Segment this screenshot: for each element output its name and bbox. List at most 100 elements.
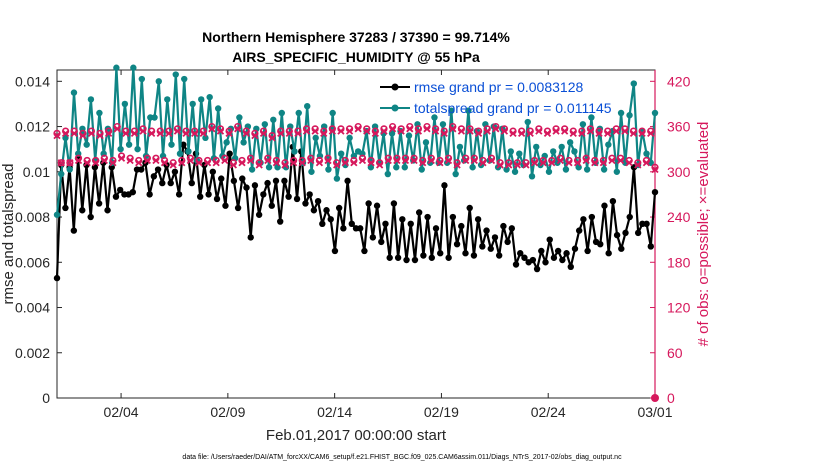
totalspread-point bbox=[130, 64, 137, 71]
obs-evaluated-point bbox=[251, 131, 259, 140]
obs-evaluated-point bbox=[307, 156, 315, 165]
obs-evaluated-point bbox=[186, 156, 195, 165]
rmse-point bbox=[466, 204, 473, 212]
obs-evaluated-point bbox=[470, 156, 478, 165]
chart-title-line-2: AIRS_SPECIFIC_HUMIDITY @ 55 hPa bbox=[232, 49, 480, 65]
obs-evaluated-point bbox=[122, 129, 130, 137]
y-tick-label: 0.006 bbox=[15, 254, 50, 270]
totalspread-point bbox=[422, 139, 430, 146]
rmse-point bbox=[234, 204, 242, 212]
obs-evaluated-point bbox=[109, 159, 117, 167]
obs-evaluated-point bbox=[191, 129, 199, 137]
obs-evaluated-point bbox=[569, 129, 577, 137]
rmse-point bbox=[264, 179, 271, 187]
rmse-point bbox=[622, 229, 629, 237]
obs-evaluated-point bbox=[505, 161, 513, 169]
obs-evaluated-point bbox=[582, 156, 590, 165]
rmse-point bbox=[508, 225, 516, 232]
rmse-point bbox=[546, 236, 553, 243]
totalspread-point bbox=[448, 107, 455, 114]
obs-evaluated-point bbox=[87, 129, 96, 137]
obs-evaluated-point bbox=[70, 129, 78, 137]
obs-evaluated-point bbox=[96, 131, 104, 140]
rmse-point bbox=[129, 188, 137, 196]
y2-tick-label: 420 bbox=[667, 73, 691, 89]
obs-possible-point bbox=[57, 159, 65, 167]
rmse-point bbox=[390, 200, 398, 207]
totalspread-point bbox=[248, 166, 256, 173]
rmse-point bbox=[323, 207, 330, 214]
rmse-point bbox=[70, 227, 78, 234]
obs-evaluated-point bbox=[535, 127, 543, 135]
rmse-point bbox=[428, 254, 436, 261]
legend: rmse grand pr = 0.0083128 totalspread gr… bbox=[380, 79, 612, 116]
obs-evaluated-point bbox=[487, 156, 496, 165]
rmse-point bbox=[276, 218, 284, 225]
totalspread-point bbox=[384, 170, 392, 178]
obs-evaluated-point bbox=[634, 161, 642, 169]
y-tick-label: 0.014 bbox=[15, 73, 50, 89]
obs-evaluated-point bbox=[246, 156, 255, 165]
totalspread-point bbox=[511, 168, 519, 175]
totalspread-point bbox=[291, 148, 298, 155]
rmse-point bbox=[441, 182, 448, 189]
rmse-point bbox=[348, 220, 355, 228]
rmse-point bbox=[293, 195, 301, 203]
rmse-point bbox=[180, 141, 187, 148]
obs-evaluated-point bbox=[126, 156, 134, 165]
legend-rmse-marker bbox=[391, 83, 399, 91]
totalspread-point bbox=[189, 100, 196, 108]
obs-evaluated-point bbox=[277, 129, 285, 137]
y2-tick-label: 60 bbox=[667, 345, 683, 361]
rmse-point bbox=[209, 168, 217, 175]
obs-evaluated-point bbox=[384, 156, 392, 165]
y2-axis-label: # of obs: o=possible; ×=evaluated bbox=[695, 122, 712, 347]
rmse-point bbox=[424, 213, 431, 221]
obs-evaluated-point bbox=[74, 156, 83, 165]
legend-spread-label: totalspread grand pr = 0.011145 bbox=[414, 100, 612, 116]
obs-evaluated-point bbox=[406, 125, 414, 133]
totalspread-point bbox=[337, 150, 345, 157]
obs-evaluated-point bbox=[440, 129, 448, 137]
rmse-point bbox=[432, 225, 440, 232]
rmse-point bbox=[542, 259, 549, 266]
totalspread-point bbox=[176, 150, 184, 157]
obs-evaluated-point bbox=[320, 129, 328, 137]
obs-evaluated-point bbox=[152, 156, 160, 165]
obs-evaluated-point bbox=[255, 161, 263, 169]
totalspread-point bbox=[550, 148, 557, 155]
obs-evaluated-point bbox=[169, 161, 177, 169]
rmse-point bbox=[601, 202, 608, 209]
obs-evaluated-point bbox=[573, 159, 582, 167]
totalspread-point bbox=[197, 96, 205, 103]
rmse-point bbox=[500, 222, 507, 230]
totalspread-point bbox=[600, 166, 608, 173]
rmse-point bbox=[597, 240, 604, 248]
y2-tick-label: 0 bbox=[667, 390, 675, 406]
obs-evaluated-point bbox=[285, 129, 293, 137]
rmse-point bbox=[588, 213, 596, 221]
rmse-point bbox=[79, 207, 86, 214]
rmse-point bbox=[146, 191, 153, 198]
obs-evaluated-point bbox=[79, 131, 87, 140]
rmse-point bbox=[394, 254, 402, 261]
obs-evaluated-point bbox=[638, 129, 646, 137]
obs-evaluated-point bbox=[100, 156, 108, 165]
obs-evaluated-point bbox=[453, 161, 461, 169]
rmse-point bbox=[613, 231, 621, 239]
rmse-point bbox=[196, 193, 204, 200]
totalspread-point bbox=[151, 114, 158, 121]
obs-evaluated-point bbox=[354, 125, 362, 133]
obs-evaluated-point bbox=[333, 161, 341, 169]
obs-evaluated-point bbox=[203, 159, 212, 167]
rmse-point bbox=[575, 227, 583, 234]
rmse-point bbox=[533, 265, 541, 273]
totalspread-point bbox=[185, 148, 192, 155]
rmse-point bbox=[584, 247, 591, 255]
totalspread-point bbox=[240, 139, 247, 146]
rmse-point bbox=[626, 213, 633, 221]
obs-evaluated-point bbox=[57, 159, 65, 167]
obs-zero-marker bbox=[651, 394, 659, 402]
obs-evaluated-point bbox=[526, 129, 534, 137]
